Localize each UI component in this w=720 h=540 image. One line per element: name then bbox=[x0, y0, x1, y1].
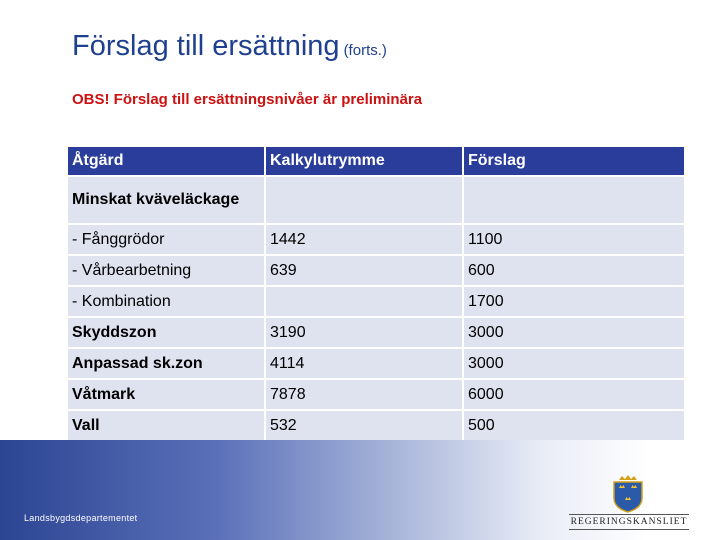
table-header-row: Åtgärd Kalkylutrymme Förslag bbox=[68, 147, 684, 175]
department-name: Landsbygdsdepartementet bbox=[24, 513, 138, 523]
slide-title-suffix: (forts.) bbox=[343, 42, 387, 59]
compensation-table: Åtgärd Kalkylutrymme Förslag Minskat kvä… bbox=[66, 145, 686, 442]
cell-measure: - Fånggrödor bbox=[68, 225, 264, 254]
cell-budget: 1442 bbox=[266, 225, 462, 254]
slide-title: Förslag till ersättning (forts.) bbox=[72, 30, 387, 63]
preliminary-warning: OBS! Förslag till ersättningsnivåer är p… bbox=[72, 91, 423, 108]
cell-measure: Minskat kväveläckage bbox=[68, 177, 264, 223]
cell-proposal: 1100 bbox=[464, 225, 684, 254]
table-row: Minskat kväveläckage bbox=[68, 177, 684, 223]
cell-budget: 7878 bbox=[266, 380, 462, 409]
cell-measure: Våtmark bbox=[68, 380, 264, 409]
cell-budget bbox=[266, 177, 462, 223]
cell-proposal: 3000 bbox=[464, 349, 684, 378]
cell-measure: - Vårbearbetning bbox=[68, 256, 264, 285]
table-row: Skyddszon 3190 3000 bbox=[68, 318, 684, 347]
cell-budget: 4114 bbox=[266, 349, 462, 378]
header-budget: Kalkylutrymme bbox=[266, 147, 462, 175]
cell-proposal: 6000 bbox=[464, 380, 684, 409]
cell-proposal: 600 bbox=[464, 256, 684, 285]
table-row: Anpassad sk.zon 4114 3000 bbox=[68, 349, 684, 378]
table-row: Vall 532 500 bbox=[68, 411, 684, 440]
cell-proposal: 1700 bbox=[464, 287, 684, 316]
three-crowns-crest-icon bbox=[613, 475, 643, 513]
cell-budget: 639 bbox=[266, 256, 462, 285]
footer-band bbox=[0, 440, 720, 540]
slide-title-text: Förslag till ersättning bbox=[72, 30, 340, 62]
header-proposal: Förslag bbox=[464, 147, 684, 175]
cell-budget bbox=[266, 287, 462, 316]
table-row: - Fånggrödor 1442 1100 bbox=[68, 225, 684, 254]
cell-measure: - Kombination bbox=[68, 287, 264, 316]
table-row: - Kombination 1700 bbox=[68, 287, 684, 316]
cell-proposal: 500 bbox=[464, 411, 684, 440]
table-row: - Vårbearbetning 639 600 bbox=[68, 256, 684, 285]
table-row: Våtmark 7878 6000 bbox=[68, 380, 684, 409]
cell-budget: 532 bbox=[266, 411, 462, 440]
cell-measure: Skyddszon bbox=[68, 318, 264, 347]
cell-measure: Vall bbox=[68, 411, 264, 440]
cell-proposal bbox=[464, 177, 684, 223]
cell-measure: Anpassad sk.zon bbox=[68, 349, 264, 378]
cell-budget: 3190 bbox=[266, 318, 462, 347]
header-measure: Åtgärd bbox=[68, 147, 264, 175]
government-logo-text: REGERINGSKANSLIET bbox=[569, 514, 689, 530]
cell-proposal: 3000 bbox=[464, 318, 684, 347]
